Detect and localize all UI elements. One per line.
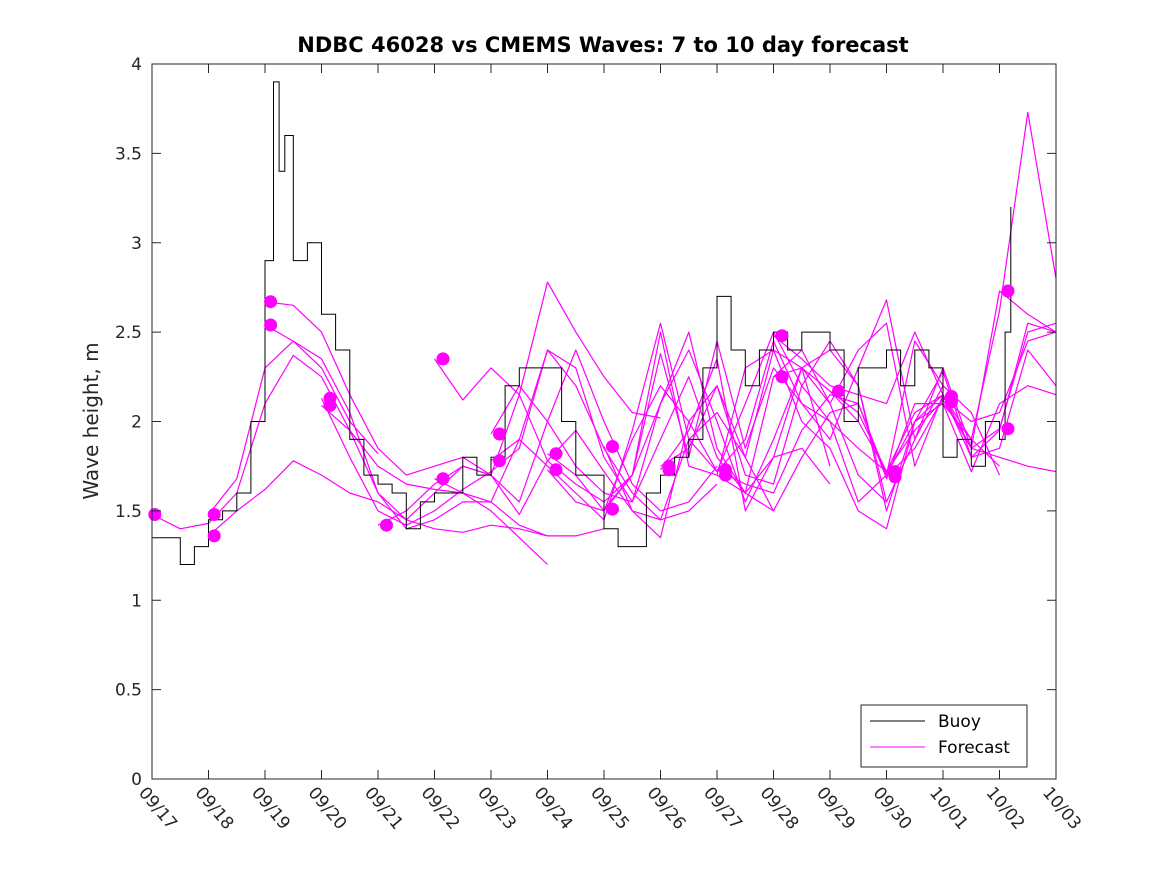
legend-buoy-label: Buoy bbox=[938, 712, 981, 732]
forecast-start-marker bbox=[493, 427, 506, 441]
forecast-line-22 bbox=[773, 290, 1057, 473]
x-tick-label: 09/17 bbox=[134, 783, 181, 833]
forecast-line-14 bbox=[547, 331, 944, 512]
y-tick-label: 3 bbox=[131, 234, 142, 254]
forecast-start-marker bbox=[662, 463, 676, 477]
forecast-line-24 bbox=[886, 331, 1057, 478]
x-tick-label: 09/24 bbox=[530, 783, 577, 833]
x-tick-label: 10/02 bbox=[982, 783, 1029, 833]
forecast-start-marker bbox=[719, 468, 732, 482]
legend-box bbox=[860, 704, 1028, 768]
x-tick-label: 10/01 bbox=[925, 783, 972, 833]
y-tick-label: 0.5 bbox=[115, 681, 142, 701]
y-tick-label: 3.5 bbox=[115, 144, 142, 164]
forecast-start-marker bbox=[436, 352, 450, 366]
forecast-start-marker bbox=[549, 447, 563, 461]
forecast-line-20 bbox=[716, 385, 1057, 512]
y-tick-label: 0 bbox=[131, 770, 142, 790]
forecast-start-marker bbox=[888, 470, 902, 484]
buoy-line bbox=[152, 81, 1012, 565]
forecast-start-marker bbox=[323, 398, 337, 412]
legend-forecast-label: Forecast bbox=[938, 738, 1010, 758]
y-tick-label: 1 bbox=[131, 591, 142, 611]
y-axis-label: Wave height, m bbox=[79, 342, 103, 499]
x-tick-label: 09/25 bbox=[586, 783, 633, 833]
forecast-start-marker bbox=[606, 502, 619, 516]
forecast-line-11 bbox=[490, 349, 887, 503]
forecast-start-marker bbox=[380, 518, 393, 532]
x-tick-label: 09/28 bbox=[756, 783, 803, 833]
x-tick-label: 09/19 bbox=[247, 783, 294, 833]
x-tick-label: 09/22 bbox=[417, 783, 464, 833]
y-tick-label: 4 bbox=[131, 55, 142, 75]
y-tick-label: 2 bbox=[131, 413, 142, 433]
forecast-start-marker bbox=[832, 384, 845, 398]
forecast-start-marker bbox=[436, 472, 450, 486]
x-tick-label: 09/23 bbox=[473, 783, 520, 833]
forecast-start-marker bbox=[775, 329, 789, 343]
forecast-start-marker bbox=[606, 440, 619, 453]
forecast-start-marker bbox=[1001, 422, 1015, 436]
series-layer bbox=[148, 81, 1057, 565]
forecast-start-marker bbox=[148, 508, 162, 521]
x-tick-label: 09/18 bbox=[191, 783, 238, 833]
forecast-start-marker bbox=[549, 463, 563, 477]
forecast-start-marker bbox=[775, 370, 789, 384]
y-tick-label: 2.5 bbox=[115, 323, 142, 343]
forecast-line-7 bbox=[321, 349, 718, 521]
forecast-line-21 bbox=[773, 331, 1057, 458]
x-tick-label: 10/03 bbox=[1038, 783, 1085, 833]
forecast-start-marker bbox=[264, 295, 278, 309]
x-tick-label: 09/26 bbox=[643, 783, 690, 833]
x-tick-label: 09/30 bbox=[869, 783, 916, 833]
forecast-start-marker bbox=[264, 318, 278, 332]
y-tick-label: 1.5 bbox=[115, 502, 142, 522]
x-tick-label: 09/29 bbox=[812, 783, 859, 833]
forecast-start-marker bbox=[493, 454, 506, 468]
forecast-line-6 bbox=[320, 349, 718, 526]
x-tick-label: 09/21 bbox=[360, 783, 407, 833]
legend: Buoy Forecast bbox=[860, 704, 1028, 768]
chart-title: NDBC 46028 vs CMEMS Waves: 7 to 10 day f… bbox=[297, 33, 908, 57]
forecast-start-marker bbox=[1001, 284, 1015, 298]
forecast-start-marker bbox=[207, 529, 221, 543]
x-tick-label: 09/20 bbox=[304, 783, 351, 833]
forecast-start-marker bbox=[945, 395, 958, 409]
forecast-start-marker bbox=[207, 508, 221, 521]
x-tick-label: 09/27 bbox=[699, 783, 746, 833]
forecast-line-5 bbox=[264, 324, 379, 455]
